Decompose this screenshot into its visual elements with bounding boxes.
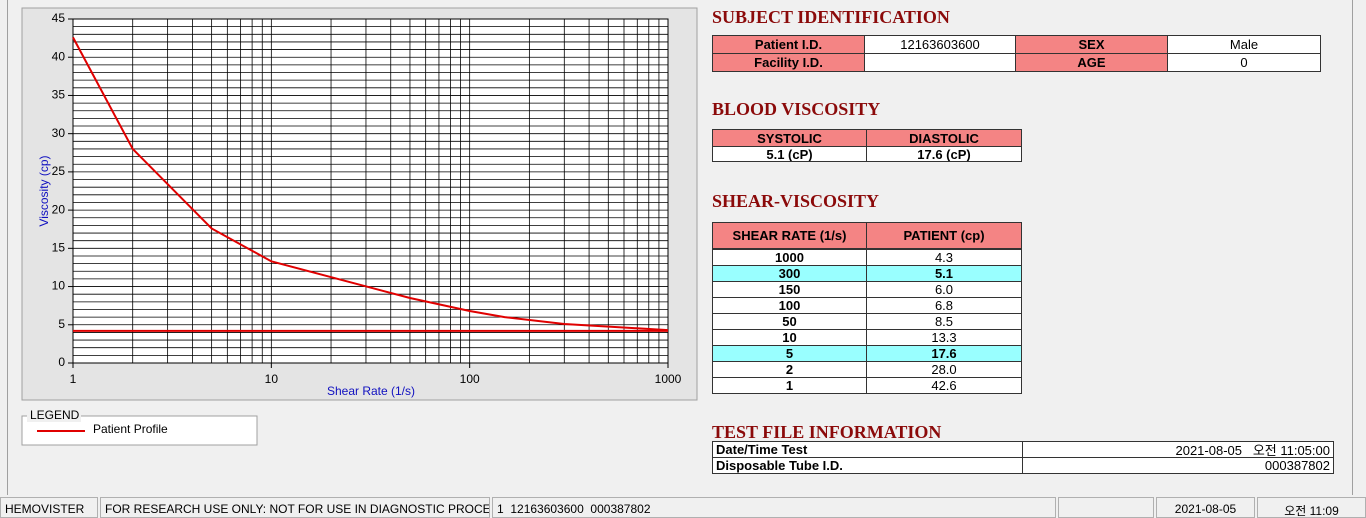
value-cell: 12163603600 (864, 35, 1016, 54)
y-tick-label: 0 (58, 355, 65, 369)
y-axis-title: Viscosity (cp) (37, 155, 51, 226)
header-cell: DIASTOLIC (866, 129, 1022, 147)
y-tick-label: 35 (52, 88, 66, 102)
x-axis-title: Shear Rate (1/s) (327, 384, 415, 398)
label-cell: SEX (1015, 35, 1168, 54)
label-cell: Disposable Tube I.D. (712, 457, 1023, 474)
y-tick-label: 5 (58, 317, 65, 331)
status-panel: FOR RESEARCH USE ONLY: NOT FOR USE IN DI… (100, 497, 490, 518)
status-panel (1058, 497, 1154, 518)
legend-title-bg (27, 409, 81, 422)
left-border (7, 0, 8, 495)
status-panel: 오전 11:09 (1257, 497, 1366, 518)
status-panel: 1 12163603600 000387802 (492, 497, 1056, 518)
y-tick-label: 40 (52, 49, 66, 63)
legend-title: LEGEND (30, 408, 80, 422)
value-cell: Male (1167, 35, 1321, 54)
data-line (72, 36, 669, 332)
status-panel: 2021-08-05 (1156, 497, 1255, 518)
table-cell: 1 (712, 377, 867, 394)
label-cell: AGE (1015, 53, 1168, 72)
header-cell: PATIENT (cp) (866, 222, 1022, 249)
status-panel: HEMOVISTER (0, 497, 98, 518)
value-cell: 17.6 (cP) (866, 146, 1022, 162)
right-border (1352, 0, 1353, 495)
section-title: BLOOD VISCOSITY (712, 99, 881, 119)
value-cell: 000387802 (1022, 457, 1334, 474)
table-cell: 2 (712, 361, 867, 378)
y-tick-label: 20 (52, 202, 66, 216)
table-cell: 300 (712, 265, 867, 282)
header-cell: SYSTOLIC (712, 129, 867, 147)
x-tick-label: 10 (265, 372, 279, 386)
legend-label: Patient Profile (93, 422, 168, 436)
table-cell: 6.8 (866, 297, 1022, 314)
table-cell: 17.6 (866, 345, 1022, 362)
table-cell: 28.0 (866, 361, 1022, 378)
label-cell: Patient I.D. (712, 35, 865, 54)
chart: Shear Rate (1/s) Viscosity (cp) LEGEND P… (21, 7, 698, 446)
table-cell: 100 (712, 297, 867, 314)
section-title: TEST FILE INFORMATION (712, 422, 942, 442)
y-tick-label: 45 (52, 11, 66, 25)
x-tick-label: 1000 (655, 372, 682, 386)
x-tick-label: 1 (70, 372, 77, 386)
table-cell: 150 (712, 281, 867, 298)
y-tick-label: 10 (52, 279, 66, 293)
table-cell: 6.0 (866, 281, 1022, 298)
table-cell: 5 (712, 345, 867, 362)
table-cell: 50 (712, 313, 867, 330)
section-title: SHEAR-VISCOSITY (712, 191, 880, 211)
plot-area (72, 18, 669, 364)
label-cell: Facility I.D. (712, 53, 865, 72)
table-cell: 5.1 (866, 265, 1022, 282)
empty-cell (864, 53, 1016, 72)
value-cell: 0 (1167, 53, 1321, 72)
label-cell: Date/Time Test (712, 441, 1023, 458)
section-title: SUBJECT IDENTIFICATION (712, 7, 950, 27)
y-tick-label: 15 (52, 241, 66, 255)
value-cell: 5.1 (cP) (712, 146, 867, 162)
table-cell: 4.3 (866, 249, 1022, 266)
header-cell: SHEAR RATE (1/s) (712, 222, 867, 249)
table-cell: 10 (712, 329, 867, 346)
table-cell: 42.6 (866, 377, 1022, 394)
table-cell: 1000 (712, 249, 867, 266)
y-tick-label: 30 (52, 126, 66, 140)
value-cell: 2021-08-05 오전 11:05:00 (1022, 441, 1334, 458)
x-tick-label: 100 (460, 372, 480, 386)
table-cell: 8.5 (866, 313, 1022, 330)
table-cell: 13.3 (866, 329, 1022, 346)
y-tick-label: 25 (52, 164, 66, 178)
